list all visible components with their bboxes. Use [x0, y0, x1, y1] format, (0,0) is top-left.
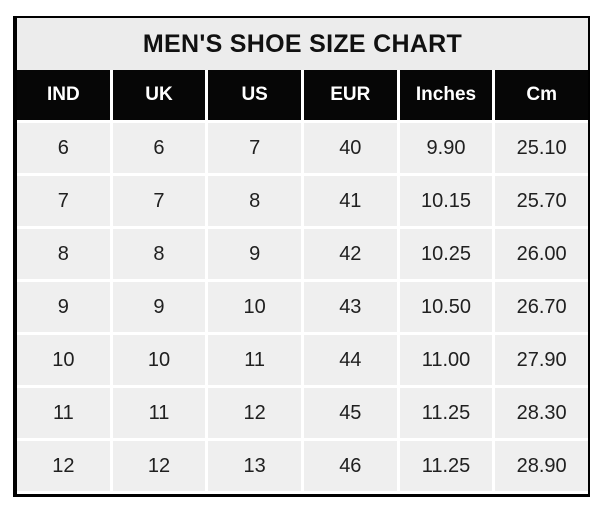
table-cell: 13 — [208, 441, 301, 491]
size-table: IND UK US EUR Inches Cm 6 6 7 40 9.90 25.10 7 7 8 41 10.… — [17, 70, 588, 494]
table-cell: 28.30 — [495, 388, 588, 438]
table-cell: 12 — [17, 441, 110, 491]
table-cell: 7 — [208, 123, 301, 173]
table-cell: 27.90 — [495, 335, 588, 385]
page-title: MEN'S SHOE SIZE CHART — [17, 18, 588, 70]
table-cell: 26.70 — [495, 282, 588, 332]
table-cell: 11 — [208, 335, 301, 385]
table-cell: 10.15 — [399, 176, 493, 226]
table-cell: 11.25 — [399, 441, 493, 491]
table-cell: 40 — [303, 123, 397, 173]
table-cell: 12 — [112, 441, 206, 491]
table-cell: 12 — [208, 388, 301, 438]
table-cell: 44 — [303, 335, 397, 385]
table-cell: 10.50 — [399, 282, 493, 332]
table-cell: 25.70 — [495, 176, 588, 226]
table-cell: 10 — [112, 335, 206, 385]
table-cell: 9 — [17, 282, 110, 332]
table-cell: 7 — [17, 176, 110, 226]
table-cell: 25.10 — [495, 123, 588, 173]
header-cell-uk: UK — [112, 70, 206, 120]
table-cell: 9 — [112, 282, 206, 332]
table-cell: 11.00 — [399, 335, 493, 385]
table-cell: 28.90 — [495, 441, 588, 491]
table-cell: 42 — [303, 229, 397, 279]
table-cell: 43 — [303, 282, 397, 332]
table-cell: 9.90 — [399, 123, 493, 173]
table-cell: 7 — [112, 176, 206, 226]
table-cell: 11 — [112, 388, 206, 438]
header-cell-eur: EUR — [303, 70, 397, 120]
table-cell: 41 — [303, 176, 397, 226]
table-cell: 46 — [303, 441, 397, 491]
table-cell: 9 — [208, 229, 301, 279]
table-cell: 10.25 — [399, 229, 493, 279]
table-cell: 26.00 — [495, 229, 588, 279]
table-cell: 45 — [303, 388, 397, 438]
header-cell-ind: IND — [17, 70, 110, 120]
header-cell-us: US — [208, 70, 301, 120]
table-cell: 10 — [208, 282, 301, 332]
table-cell: 6 — [17, 123, 110, 173]
table-cell: 11.25 — [399, 388, 493, 438]
table-cell: 8 — [112, 229, 206, 279]
table-cell: 11 — [17, 388, 110, 438]
table-cell: 8 — [17, 229, 110, 279]
header-cell-cm: Cm — [495, 70, 588, 120]
shoe-size-chart: MEN'S SHOE SIZE CHART IND UK US EUR Inches Cm… — [13, 16, 590, 497]
header-cell-inches: Inches — [399, 70, 493, 120]
table-cell: 8 — [208, 176, 301, 226]
table-cell: 10 — [17, 335, 110, 385]
table-cell: 6 — [112, 123, 206, 173]
